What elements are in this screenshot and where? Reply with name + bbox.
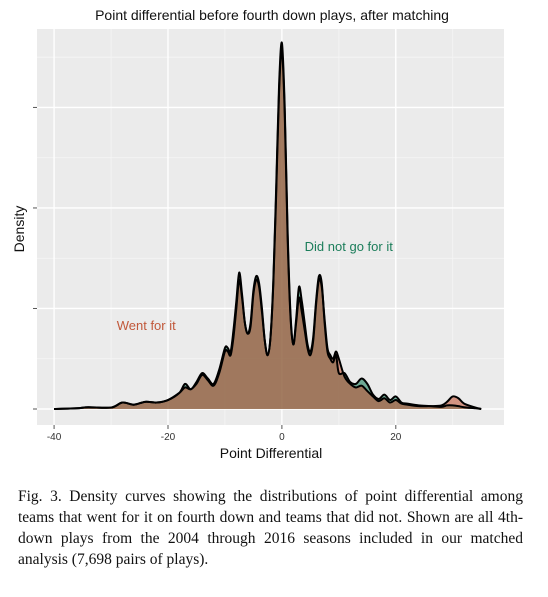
x-axis-label: Point Differential (220, 445, 322, 461)
figure-caption: Fig. 3. Density curves showing the distr… (18, 488, 523, 568)
x-tick-label: 0 (279, 432, 285, 443)
x-tick-label: 20 (390, 432, 402, 443)
minor-gridlines (37, 29, 504, 425)
annotation-did-not-go-for-it: Did not go for it (305, 239, 394, 254)
chart-title: Point differential before fourth down pl… (95, 7, 449, 23)
y-axis-ticks (33, 106, 37, 410)
x-axis-ticks: -40 -20 0 20 (47, 425, 402, 443)
density-chart: Point differential before fourth down pl… (11, 7, 504, 461)
x-tick-label: -40 (47, 432, 62, 443)
x-tick-label: -20 (161, 432, 176, 443)
annotation-went-for-it: Went for it (117, 318, 176, 333)
series-annotations: Did not go for it Went for it (117, 239, 393, 333)
density-curve-went-for-it (54, 41, 482, 410)
density-areas (54, 41, 482, 410)
y-axis-label: Density (11, 206, 27, 253)
